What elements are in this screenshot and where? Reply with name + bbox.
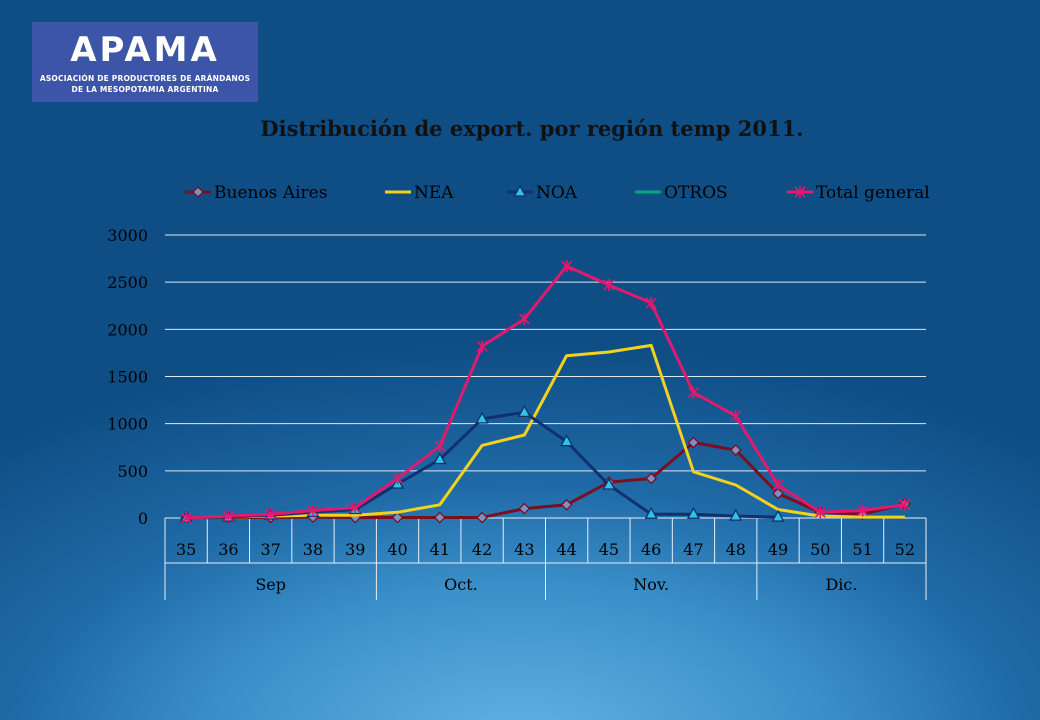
data-point — [772, 478, 784, 491]
data-point — [391, 472, 404, 485]
legend-label: NEA — [414, 183, 454, 203]
x-tick-label-52: 52 — [895, 540, 915, 559]
data-point — [814, 506, 826, 519]
legend-label: Buenos Aires — [214, 183, 327, 203]
data-point — [518, 502, 531, 515]
legend-item-nea: NEA — [385, 183, 454, 203]
data-point — [729, 508, 743, 521]
series-line-nea — [186, 343, 905, 520]
logo-subtitle-line-2: DE LA MESOPOTAMIA ARGENTINA — [71, 85, 219, 94]
series-nea — [186, 343, 905, 520]
series-line-total-general — [186, 264, 906, 520]
data-point — [687, 386, 700, 399]
x-tick-label-48: 48 — [726, 540, 746, 559]
legend-marker — [794, 186, 806, 198]
x-tick-label-44: 44 — [556, 540, 576, 559]
data-point — [560, 434, 574, 447]
data-point — [434, 440, 446, 453]
data-point — [391, 511, 404, 524]
x-group-label-Oct.: Oct. — [444, 575, 478, 594]
x-tick-label-49: 49 — [768, 540, 788, 559]
legend-item-total-general: Total general — [787, 183, 930, 203]
chart-title: Distribución de export. por región temp … — [260, 116, 804, 141]
data-point — [899, 498, 911, 511]
data-point — [603, 278, 615, 291]
legend-label: NOA — [536, 183, 578, 203]
data-point — [222, 510, 234, 523]
data-point — [433, 452, 447, 465]
data-point — [265, 508, 277, 521]
y-tick-label-2000: 2000 — [107, 320, 148, 339]
apama-logo: APAMA ASOCIACIÓN DE PRODUCTORES DE ARÁND… — [32, 22, 258, 102]
data-point — [772, 487, 784, 500]
logo-wordmark: APAMA — [70, 30, 220, 70]
y-tick-label-0: 0 — [138, 509, 148, 528]
x-tick-label-51: 51 — [852, 540, 872, 559]
data-point — [729, 444, 742, 456]
legend-marker — [513, 184, 527, 197]
x-tick-label-40: 40 — [387, 540, 407, 559]
x-tick-label-47: 47 — [683, 540, 703, 559]
x-tick-label-38: 38 — [303, 540, 323, 559]
x-group-label-Sep: Sep — [255, 575, 286, 594]
y-tick-label-3000: 3000 — [107, 226, 148, 245]
x-tick-label-46: 46 — [641, 540, 661, 559]
x-tick-label-41: 41 — [430, 540, 450, 559]
x-tick-label-37: 37 — [261, 540, 281, 559]
data-point — [645, 296, 657, 309]
series-total-general — [180, 260, 911, 524]
data-point — [771, 509, 785, 522]
data-point — [517, 404, 531, 417]
y-tick-label-2500: 2500 — [107, 273, 148, 292]
data-point — [644, 506, 658, 519]
x-tick-label-45: 45 — [599, 540, 619, 559]
legend-item-buenos-aires: Buenos Aires — [185, 183, 327, 203]
data-point — [349, 501, 361, 514]
series-line-buenos-aires — [186, 441, 906, 520]
data-point — [307, 504, 319, 517]
y-tick-label-500: 500 — [117, 462, 148, 481]
y-tick-label-1000: 1000 — [107, 415, 148, 434]
data-point — [602, 477, 616, 490]
y-tick-label-1500: 1500 — [107, 368, 148, 387]
data-point — [476, 511, 489, 524]
logo-subtitle-line-1: ASOCIACIÓN DE PRODUCTORES DE ARÁNDANOS — [39, 74, 251, 83]
x-group-label-Dic.: Dic. — [825, 575, 857, 594]
data-point — [686, 506, 701, 519]
data-point — [433, 511, 446, 524]
data-point — [475, 411, 489, 424]
legend-item-noa: NOA — [507, 183, 578, 203]
x-tick-label-35: 35 — [176, 540, 196, 559]
x-tick-label-43: 43 — [514, 540, 534, 559]
data-point — [645, 472, 658, 485]
data-point — [476, 340, 488, 353]
x-tick-label-39: 39 — [345, 540, 365, 559]
data-point — [561, 260, 573, 273]
data-point — [687, 436, 700, 449]
legend-label: Total general — [816, 183, 930, 203]
x-tick-label-36: 36 — [218, 540, 238, 559]
legend-marker — [192, 186, 204, 198]
data-point — [560, 498, 573, 511]
x-group-label-Nov.: Nov. — [633, 575, 669, 594]
x-tick-label-42: 42 — [472, 540, 492, 559]
x-tick-label-50: 50 — [810, 540, 830, 559]
series-line-noa — [186, 410, 779, 520]
legend-label: OTROS — [664, 183, 728, 203]
data-point — [180, 512, 192, 524]
data-point — [730, 410, 742, 423]
data-point — [857, 504, 869, 517]
legend-item-otros: OTROS — [635, 183, 728, 203]
series-buenos-aires — [180, 436, 911, 524]
data-point — [518, 312, 530, 325]
